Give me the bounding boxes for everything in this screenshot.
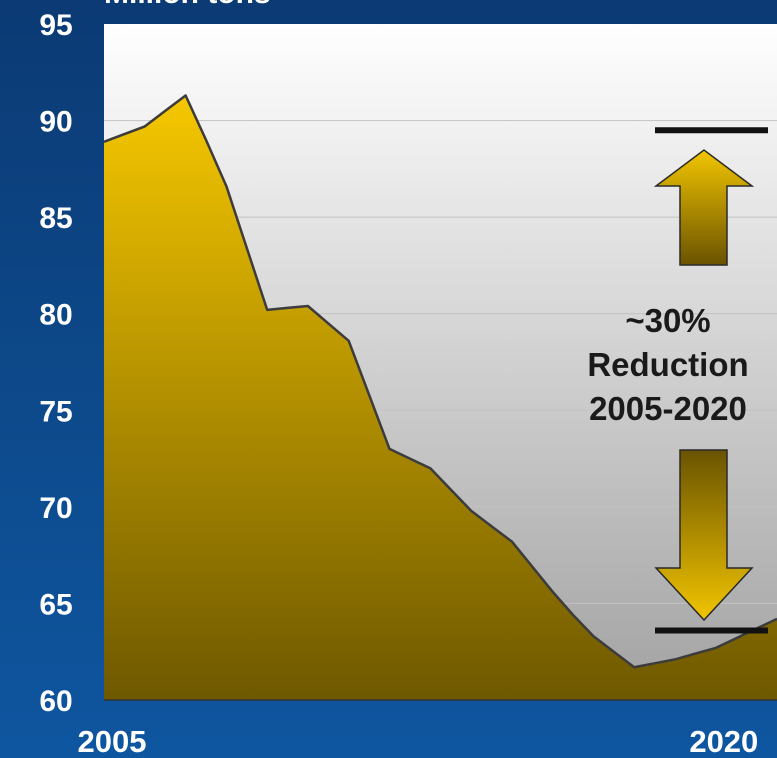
y-tick-label: 85 [39, 202, 72, 235]
annotation-period: 2005-2020 [589, 390, 747, 427]
x-tick-labels: 2005 2020 [78, 724, 759, 758]
y-tick-label: 70 [39, 492, 72, 525]
series-area [104, 95, 777, 700]
x-tick-label: 2020 [689, 724, 758, 758]
y-tick-label: 95 [39, 9, 72, 42]
annotation-percent: ~30% [625, 302, 710, 339]
y-tick-label: 75 [39, 395, 72, 428]
y-tick-label: 80 [39, 299, 72, 332]
up-arrow-icon [653, 149, 755, 266]
series-line [103, 94, 777, 669]
y-tick-label: 65 [39, 588, 72, 621]
annotation-reduction: Reduction [587, 346, 748, 383]
y-tick-labels: 60 65 70 75 80 85 90 95 [39, 9, 72, 718]
down-arrow-icon [654, 449, 754, 622]
unit-label: Million tons [104, 0, 271, 10]
x-tick-label: 2005 [78, 724, 147, 758]
y-tick-label: 90 [39, 106, 72, 139]
reduction-annotation: ~30% Reduction 2005-2020 [587, 127, 768, 634]
y-tick-label: 60 [39, 685, 72, 718]
